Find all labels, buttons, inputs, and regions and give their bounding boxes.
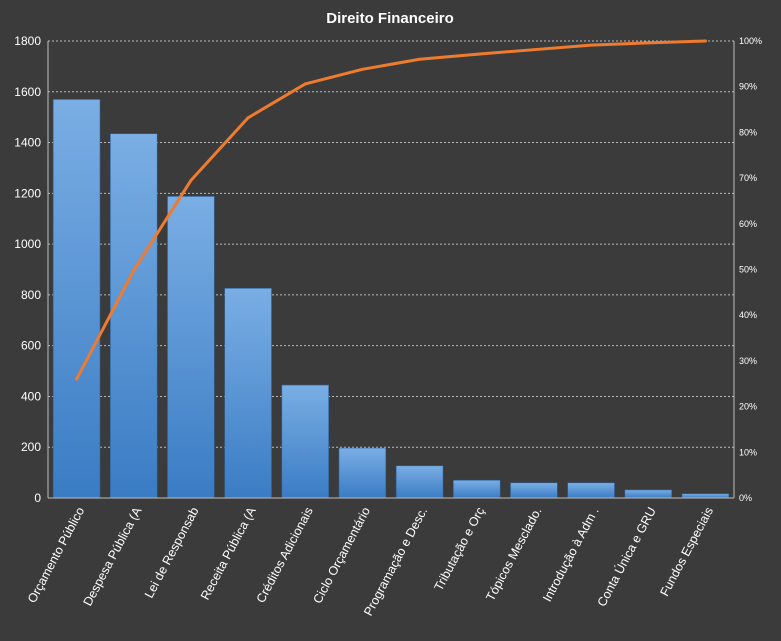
bar-series — [52, 99, 730, 499]
category-tick-label: Lei de Responsab — [142, 505, 202, 601]
line-point — [132, 269, 136, 272]
left-axis-tick-label: 600 — [21, 339, 41, 353]
left-axis-tick-label: 1800 — [14, 34, 41, 48]
category-tick-label: Créditos Adicionais — [254, 505, 316, 605]
bar — [52, 99, 101, 499]
category-tick-label: Orçamento Público — [25, 505, 87, 605]
left-axis-tick-label: 1000 — [14, 237, 41, 251]
category-tick-label: Despesa Pública (A — [80, 504, 144, 608]
right-axis-tick-label: 60% — [739, 219, 757, 229]
line-point — [418, 57, 421, 61]
cumulative-line-series — [75, 39, 707, 381]
category-tick-label: Fundos Especiais — [657, 505, 716, 599]
right-axis: 0% 10% 20% 30% 40% 50% 60% 70% 80% 90% 100% — [733, 36, 762, 503]
bar — [281, 384, 329, 499]
line-point — [589, 43, 593, 47]
bar — [453, 479, 501, 499]
category-tick-label: Introdução à Adm . — [540, 505, 602, 604]
right-axis-tick-label: 70% — [739, 173, 757, 183]
category-tick-label: Receita Pública (A — [198, 504, 259, 602]
category-tick-label: Programação e Desc. — [361, 505, 430, 618]
right-axis-tick-label: 10% — [739, 447, 757, 457]
line-point — [646, 41, 650, 45]
bar — [224, 287, 272, 499]
bar — [624, 489, 672, 499]
line-point — [704, 39, 707, 43]
line-point — [361, 67, 364, 71]
bar — [567, 482, 615, 499]
left-axis-tick-label: 200 — [21, 440, 41, 454]
right-axis-tick-label: 0% — [739, 493, 752, 503]
cumulative-line — [75, 39, 707, 381]
line-point — [189, 178, 193, 182]
category-tick-label: Ciclo Orçamentário — [310, 505, 373, 606]
right-axis-tick-label: 90% — [739, 82, 757, 92]
line-point — [475, 52, 479, 56]
left-axis-tick-label: 1200 — [14, 186, 41, 200]
right-axis-tick-label: 80% — [739, 127, 757, 137]
bar — [167, 196, 215, 499]
left-axis-tick-label: 800 — [21, 288, 41, 302]
line-point — [303, 82, 307, 86]
chart-title: Direito Financeiro — [326, 10, 454, 27]
right-axis-tick-label: 20% — [739, 402, 757, 412]
line-point — [75, 377, 78, 381]
bar — [338, 447, 387, 499]
right-axis-tick-label: 40% — [739, 310, 757, 320]
bar — [510, 482, 558, 499]
bar — [110, 133, 158, 499]
bar — [395, 465, 444, 499]
category-tick-label: Tributação e Orç — [432, 505, 488, 593]
left-axis-tick-label: 400 — [21, 389, 41, 403]
left-axis-tick-label: 1600 — [14, 85, 41, 99]
right-axis-tick-label: 50% — [739, 265, 757, 275]
right-axis-tick-label: 100% — [739, 36, 762, 46]
line-point — [532, 48, 536, 52]
left-axis: 0 200 400 600 800 1000 1200 1400 1600 1800 — [14, 34, 49, 505]
bar — [681, 493, 730, 499]
left-axis-tick-label: 1400 — [14, 136, 41, 150]
right-axis-tick-label: 30% — [739, 356, 757, 366]
category-tick-label: Conta Única e GRU — [594, 504, 659, 609]
line-point — [246, 116, 250, 120]
left-axis-tick-label: 0 — [34, 491, 41, 505]
category-tick-label: Tópicos Mesclado. — [483, 505, 544, 604]
